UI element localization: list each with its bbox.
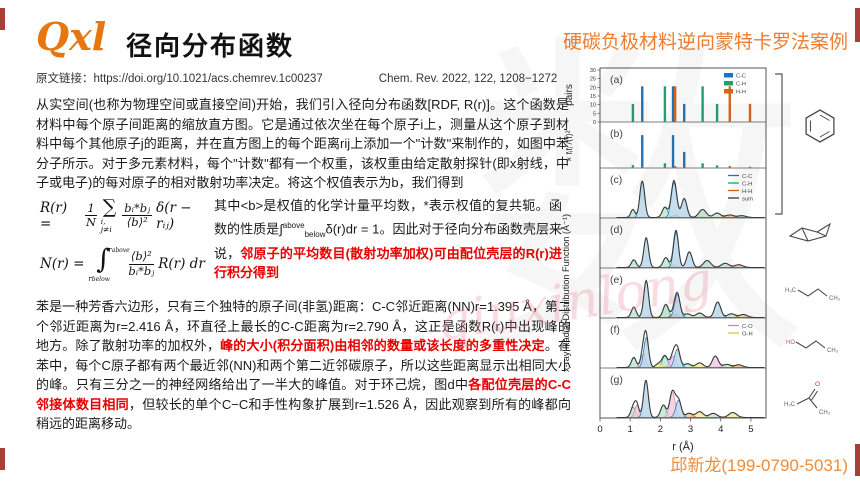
formula-rdf: R(r) = 1 N ∑ i, j≠i bᵢ*bⱼ ⟨b⟩² δ(r − rᵢⱼ… [40, 198, 212, 233]
integral-operator: ∫ rabove rbelow [88, 244, 130, 283]
acetone-o-label: O [815, 381, 820, 388]
svg-text:10: 10 [590, 103, 596, 109]
butane-icon [797, 288, 828, 297]
svg-text:(a): (a) [610, 74, 623, 86]
benzene-bracket [775, 73, 783, 215]
propanol-ch3-label: CH₃ [827, 348, 839, 354]
formula-coordination: N(r) = ∫ rabove rbelow ⟨b⟩² bᵢ*bⱼ R(r) d… [40, 244, 212, 283]
panel-b: (b) [610, 128, 752, 168]
fraction: ⟨b⟩² bᵢ*bⱼ [128, 249, 155, 278]
svg-text:30: 30 [590, 68, 596, 74]
svg-text:(c): (c) [610, 174, 622, 186]
svg-text:x-ray Radial Distribution Func: x-ray Radial Distribution Function (Å⁻¹) [561, 214, 571, 372]
svg-text:r (Å): r (Å) [672, 440, 693, 453]
source-url-link[interactable]: https://doi.org/10.1021/acs.chemrev.1c00… [93, 73, 323, 85]
summation-operator: ∑ i, j≠i [100, 196, 117, 234]
svg-text:C-H: C-H [736, 82, 746, 88]
panel-f: (f) C-OO-H [610, 324, 765, 369]
edge-mark-top-left [0, 8, 5, 30]
svg-text:(e): (e) [610, 274, 623, 286]
propanol-ho-label: HO [786, 340, 795, 346]
formula-rdf-tail: δ(r − rᵢⱼ) [156, 199, 192, 232]
formula-rdf-lhs: R(r) = [40, 199, 68, 232]
panel-e: (e) [610, 274, 765, 319]
acetone-ch3-label: CH₃ [819, 410, 831, 416]
formula-block: R(r) = 1 N ∑ i, j≠i bᵢ*bⱼ ⟨b⟩² δ(r − rᵢⱼ… [40, 198, 212, 295]
svg-text:0: 0 [593, 120, 596, 126]
svg-text:25: 25 [590, 77, 596, 83]
svg-text:H-H: H-H [742, 189, 752, 195]
case-study-title: 硬碳负极材料逆向蒙特卡罗法案例 [562, 32, 848, 53]
panel-d: (d) [610, 224, 765, 269]
citation-text: Chem. Rev. 2022, 122, 1208−1272 [378, 73, 558, 85]
acetone-icon [796, 388, 818, 409]
formula-n-lhs: N(r) = [40, 256, 85, 272]
butane-h3c-label: H₃C [785, 288, 797, 294]
formula-side-note: 其中<b>是权值的化学计量平均数，*表示权值的复共轭。函数的性质是∫aboveb… [214, 198, 562, 281]
svg-text:C-H: C-H [742, 181, 752, 187]
contact-info: 邱新龙(199-0790-5031) [670, 456, 848, 475]
benzene-paragraph: 苯是一种芳香六边形，只有三个独特的原子间(非氢)距离：C-C邻近距离(NN)r=… [36, 299, 571, 431]
svg-text:1: 1 [628, 424, 633, 435]
svg-text:0: 0 [597, 424, 602, 435]
svg-text:5: 5 [593, 111, 596, 117]
svg-text:2: 2 [658, 424, 663, 435]
source-label: 原文链接： [36, 73, 94, 85]
brand-logo: Qxl [36, 14, 107, 59]
svg-text:(g): (g) [610, 374, 623, 386]
panel-g: (g) [610, 374, 765, 419]
svg-text:(f): (f) [610, 324, 620, 336]
svg-text:15: 15 [590, 94, 596, 100]
svg-text:pairs: pairs [564, 84, 575, 106]
benzene-icon [805, 109, 835, 143]
fraction: bᵢ*bⱼ ⟨b⟩² [122, 200, 153, 229]
fraction: 1 N [85, 200, 97, 229]
acetone-h3c-label: H₃C [784, 402, 796, 408]
svg-text:C-C: C-C [742, 174, 752, 180]
svg-text:3: 3 [688, 424, 693, 435]
svg-text:O-H: O-H [742, 331, 753, 337]
page-title: 径向分布函数 [126, 31, 295, 61]
butane-ch3-label: CH₃ [829, 296, 841, 302]
svg-text:C-C: C-C [736, 74, 746, 80]
svg-text:4: 4 [718, 424, 723, 435]
formula-n-tail: R(r) dr [158, 256, 205, 272]
edge-mark-bottom-left [0, 448, 5, 470]
svg-text:20: 20 [590, 85, 596, 91]
molecule-structures: H₃C CH₃ HO CH₃ H₃C O CH₃ [784, 109, 841, 416]
cyclohexane-icon [788, 222, 832, 242]
svg-text:C-O: C-O [742, 324, 753, 330]
svg-text:5: 5 [748, 424, 753, 435]
svg-text:sum: sum [742, 196, 753, 202]
svg-text:(b): (b) [610, 128, 623, 140]
intro-paragraph: 从实空间(也称为物理空间或直接空间)开始，我们引入径向分布函数[RDF, R(r… [36, 97, 569, 190]
source-row: 原文链接：https://doi.org/10.1021/acs.chemrev… [36, 70, 557, 86]
svg-text:H-H: H-H [736, 90, 746, 96]
edge-mark-top-right [855, 8, 860, 42]
svg-text:× fᵢfⱼ /⟨f⟩²: × fᵢfⱼ /⟨f⟩² [564, 130, 574, 162]
svg-text:(d): (d) [610, 224, 623, 236]
panel-a: (a) C-C C-H H-H [610, 73, 752, 122]
propanol-icon [795, 340, 826, 349]
